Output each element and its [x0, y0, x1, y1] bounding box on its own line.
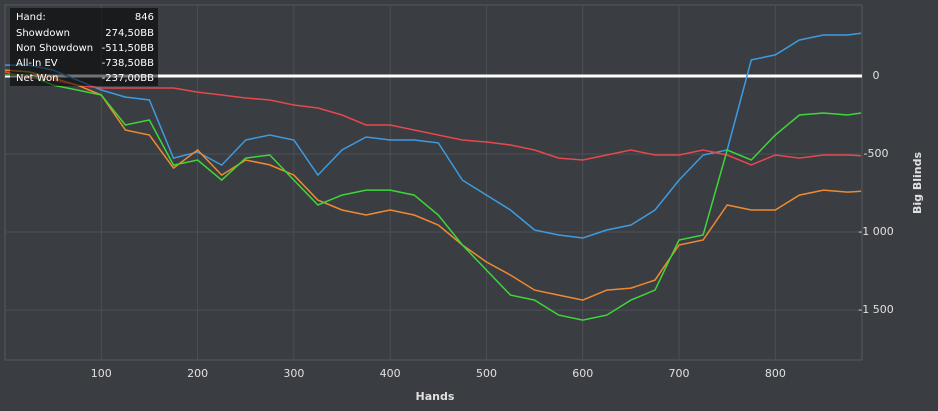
info-box: Hand: 846 Showdown 274,50BB Non Showdown -5…: [10, 8, 158, 86]
series-line: [5, 74, 862, 321]
info-value: 846: [135, 12, 154, 23]
y-tick-label: -500: [864, 147, 889, 160]
x-axis-title: Hands: [416, 390, 455, 403]
x-tick-label: 800: [765, 367, 786, 380]
x-tick-label: 500: [476, 367, 497, 380]
x-tick-label: 200: [187, 367, 208, 380]
y-tick-label: -1 000: [858, 225, 893, 238]
series-line: [4, 69, 862, 301]
y-tick-label: 0: [873, 69, 880, 82]
legend-value: -237,00BB: [102, 73, 154, 84]
legend-label: Showdown: [16, 28, 70, 39]
x-tick-label: 600: [572, 367, 593, 380]
y-axis-title: Big Blinds: [911, 152, 924, 214]
x-tick-label: 300: [283, 367, 304, 380]
info-background: [10, 8, 158, 86]
legend-label: Net Won: [16, 73, 59, 84]
y-tick-label: -1 500: [858, 303, 893, 316]
x-tick-label: 100: [91, 367, 112, 380]
legend-value: -511,50BB: [102, 43, 154, 54]
ticks: 100 200 300 400 500 600 700 800 0 -500 -1 000 -1 50…: [91, 69, 894, 380]
legend-label: All-In EV: [16, 58, 58, 69]
series-line: [4, 71, 862, 166]
legend-label: Non Showdown: [16, 43, 93, 54]
legend-value: -738,50BB: [102, 58, 154, 69]
x-tick-label: 700: [669, 367, 690, 380]
info-label: Hand:: [16, 12, 46, 23]
x-tick-label: 400: [380, 367, 401, 380]
legend-value: 274,50BB: [105, 28, 154, 39]
